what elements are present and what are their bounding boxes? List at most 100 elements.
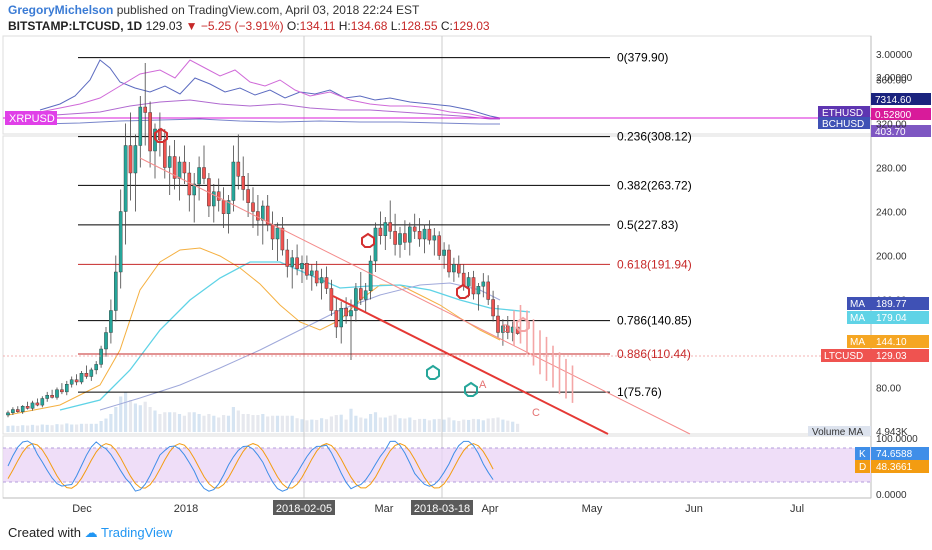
candle-body [280,227,285,251]
low-value: 128.55 [400,19,438,33]
candle-body [94,364,98,371]
volume-bar [310,419,314,432]
candle-body [138,106,143,146]
volume-bar [506,420,510,432]
high-label: H: [338,19,351,33]
volume-bar [329,416,333,432]
wave-labels: A B C [479,323,540,419]
candle-body [148,112,152,152]
symbol-line: BITSTAMP:LTCUSD, 1D 129.03 ▼ −5.25 (−3.9… [8,19,490,33]
volume-bar [207,414,211,432]
fib-label: 0.382(263.72) [617,178,692,192]
volume-bar [339,414,343,432]
volume-bar [491,418,495,432]
comparison-tag-badge [871,108,931,120]
btcusd-line [39,118,500,125]
price-change: −5.25 (−3.91%) [200,19,284,33]
volume-bar [481,420,485,432]
volume-bar [496,417,500,432]
candle-body [319,277,324,284]
publish-line: GregoryMichelson published on TradingVie… [8,3,419,17]
open-label: O: [286,19,300,33]
volume-bar [398,418,402,432]
volume-bar [285,415,289,432]
volume-bar [11,425,15,432]
candle-body [275,227,280,240]
time-highlight-badge [273,500,335,515]
symbol-interval: BITSTAMP:LTCUSD, 1D [8,19,143,33]
hand-markers [154,127,530,397]
fib-label: 0.236(308.12) [617,130,692,144]
candle-body [197,167,201,185]
time-tick-label: Jul [790,503,804,515]
volume-bar [427,420,431,432]
close-value: 129.03 [452,19,490,33]
volume-bar [251,415,255,432]
price-tag-badge [871,349,929,362]
price-tick-label: 360.00 [876,76,907,87]
channel-upper-line [139,157,691,435]
price-tick-label: 80.00 [876,384,901,395]
volume-bar [26,425,30,432]
wave-label-c: C [532,407,540,419]
candle-body [246,189,250,203]
candle-body [476,286,481,295]
stoch-k-line [7,440,494,492]
tradingview-brand[interactable]: TradingView [101,525,173,540]
price-tag-prefix-badge [821,349,871,362]
candle-body [35,402,40,406]
candle-body [60,389,64,393]
time-tick-label: Dec [72,503,92,515]
candle-body [99,348,103,365]
stoch-d-line [7,443,494,489]
candle-body [236,161,241,177]
comparison-lines [3,59,871,125]
volume-bar [79,423,84,432]
volume-bar [99,421,103,432]
moving-averages [7,247,531,416]
volume-bar [153,410,157,432]
candle-body [437,235,442,256]
created-with-label: Created with [8,525,81,540]
xrpusd-legend-badge[interactable] [5,111,57,125]
candle-body [79,373,84,383]
author-name[interactable]: GregoryMichelson [8,3,114,17]
volume-bar [300,419,304,432]
candle-body [447,249,451,273]
volume-bar [256,415,260,432]
volume-bar [290,415,294,432]
volume-bar [275,415,280,432]
stoch-tag-value: 48.3661 [876,462,913,473]
volume-bar [16,425,20,432]
candles [6,63,520,418]
volume-bar [163,412,167,432]
volume-bar [158,414,162,432]
stoch-tag-letter-badge [855,460,870,473]
volume-bar [187,412,191,432]
volume-bar [148,407,152,432]
volume-bar [408,417,412,432]
volume-bar [486,418,490,432]
stoch-tags: K 74.6588 D 48.3661 [855,447,929,473]
volume-bar [280,415,284,432]
comparison-tick-label: 2.00000 [876,73,913,84]
candle-body [393,231,397,245]
candle-body [162,139,167,168]
candle-body [6,412,10,416]
candle-body [30,402,35,409]
volume-bar [320,418,324,432]
candle-body [506,325,510,333]
volume-bar [501,419,505,432]
volume-bar [271,415,275,432]
candle-body [412,226,417,232]
price-tag-badge [871,335,929,348]
volume-bar [75,424,79,432]
candle-body [481,281,486,287]
volume-bar [359,417,363,432]
volume-bar [349,408,353,432]
stoch-tick-label: 0.0000 [876,490,907,501]
comparison-tag-badge [871,125,931,137]
volume-bar [241,414,245,432]
volume-bar [104,418,108,432]
